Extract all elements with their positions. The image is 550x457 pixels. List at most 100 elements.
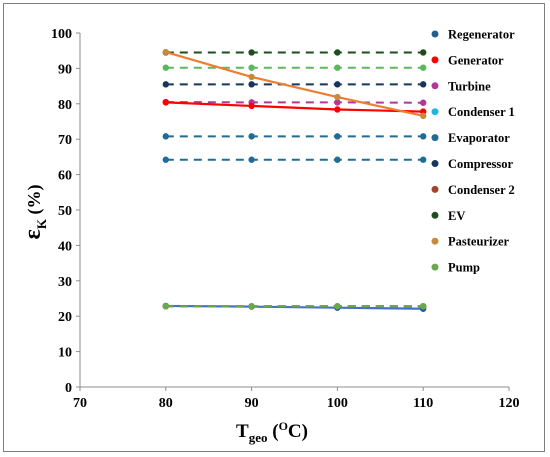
data-point [334, 106, 341, 113]
data-point [334, 99, 341, 106]
x-axis-label-unit-sup: O [279, 419, 288, 433]
legend-item: Pump [431, 261, 480, 275]
data-point [334, 93, 341, 101]
legend-label: Generator [448, 53, 504, 67]
y-tick-label: 90 [58, 62, 72, 77]
y-axis-label-sub: K [34, 218, 49, 229]
y-axis-label-main: ε [20, 229, 46, 239]
series-evaporator [162, 133, 427, 140]
legend: Regenerator Generator Turbine Condenser 1 Ev… [431, 28, 515, 275]
data-point [162, 64, 169, 71]
data-point [334, 64, 341, 71]
data-point [420, 49, 427, 56]
data-point [248, 64, 255, 71]
legend-label: Evaporator [448, 131, 510, 145]
x-tick-label: 90 [245, 396, 259, 411]
legend-label: Condenser 1 [448, 105, 515, 119]
data-point [334, 156, 341, 163]
y-tick-label: 30 [58, 275, 72, 290]
y-tick-label: 60 [58, 169, 72, 184]
data-point [162, 99, 169, 106]
legend-label: Condenser 2 [448, 183, 515, 197]
legend-item: Regenerator [431, 28, 515, 42]
x-axis-label-unit-open: ( [267, 421, 278, 442]
legend-marker [431, 185, 439, 193]
data-point [334, 133, 341, 140]
data-point [248, 303, 255, 310]
series-unlabeled-11 [162, 156, 427, 163]
series-pump [162, 303, 427, 310]
x-axis-label-unit-close: C) [288, 421, 308, 442]
legend-item: Condenser 1 [431, 105, 515, 119]
legend-marker [431, 134, 439, 142]
legend-item: EV [431, 209, 465, 223]
legend-item: Pasteurizer [431, 235, 510, 249]
series-ev [162, 49, 427, 56]
data-point [420, 99, 427, 106]
data-point [248, 133, 255, 140]
x-tick-label: 80 [159, 396, 173, 411]
data-point [334, 81, 341, 88]
y-tick-label: 40 [58, 239, 72, 254]
data-point [162, 156, 169, 163]
data-point [420, 64, 427, 71]
legend-label: Pump [448, 261, 480, 275]
legend-marker [431, 160, 439, 167]
data-point [248, 102, 255, 110]
series-regenerator [162, 302, 427, 312]
series-pasteurizer [162, 48, 427, 120]
x-axis-label: Tgeo (OC) [236, 419, 308, 445]
legend-marker [431, 30, 439, 38]
chart-frame [3, 3, 545, 452]
x-axis-label-sub: geo [249, 430, 268, 445]
series-line [165, 101, 424, 104]
data-point [420, 133, 427, 140]
legend-marker [431, 56, 439, 64]
data-point [248, 81, 255, 88]
series-unlabeled-10 [162, 64, 427, 71]
y-tick-label: 70 [58, 133, 72, 148]
y-axis-label-unit: (%) [24, 185, 45, 220]
data-point [420, 81, 427, 88]
y-tick-label: 50 [58, 204, 72, 219]
legend-item: Turbine [431, 79, 491, 93]
data-point [420, 112, 427, 120]
plot-area [162, 48, 427, 312]
legend-item: Evaporator [431, 131, 510, 145]
data-point [420, 156, 427, 163]
data-point [334, 49, 341, 56]
x-tick-label: 100 [327, 396, 348, 411]
legend-label: Compressor [448, 157, 513, 171]
data-point [248, 49, 255, 56]
series-compressor [162, 81, 427, 88]
data-point [162, 303, 169, 310]
legend-label: EV [448, 209, 465, 223]
legend-item: Compressor [431, 157, 513, 171]
y-tick-label: 20 [58, 310, 72, 325]
series-line [165, 51, 424, 117]
legend-marker [431, 211, 439, 219]
x-tick-label: 110 [413, 396, 433, 411]
legend-item: Generator [431, 53, 504, 67]
legend-label: Pasteurizer [448, 235, 510, 249]
y-tick-label: 80 [58, 98, 72, 113]
x-axis-label-main: T [236, 421, 249, 442]
y-tick-label: 100 [51, 27, 72, 42]
data-point [162, 133, 169, 140]
legend-marker [431, 108, 439, 116]
data-point [420, 303, 427, 310]
legend-label: Turbine [448, 79, 491, 93]
x-tick-label: 70 [73, 396, 87, 411]
data-point [162, 81, 169, 88]
y-tick-label: 10 [58, 346, 72, 361]
legend-label: Regenerator [448, 28, 515, 42]
legend-item: Condenser 2 [431, 183, 515, 197]
legend-marker [431, 82, 439, 90]
y-tick-label: 0 [65, 381, 72, 396]
data-point [248, 156, 255, 163]
data-point [334, 303, 341, 310]
data-point [162, 48, 169, 56]
series-line [165, 101, 424, 113]
legend-marker [431, 263, 439, 271]
